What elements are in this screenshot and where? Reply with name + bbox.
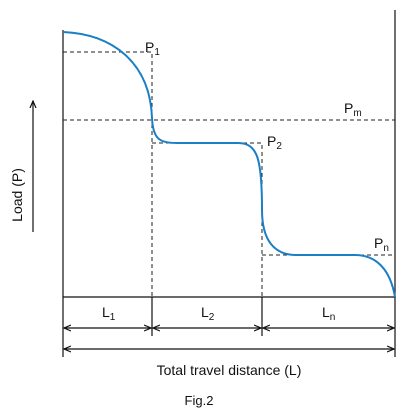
label-pn: Pn — [374, 235, 389, 254]
p1-guide — [63, 51, 153, 297]
label-base: P — [374, 235, 383, 251]
label-p1: P1 — [145, 39, 160, 58]
label-base: L — [322, 304, 330, 320]
y-axis-label: Load (P) — [9, 168, 25, 222]
label-base: P — [344, 100, 353, 116]
label-sub: 1 — [110, 312, 116, 323]
label-l2: L2 — [201, 304, 215, 323]
label-p2: P2 — [267, 133, 282, 152]
label-base: P — [145, 39, 154, 55]
label-l1: L1 — [102, 304, 116, 323]
label-sub: 2 — [276, 141, 282, 152]
p2-guide — [152, 142, 263, 297]
label-sub: 1 — [154, 47, 160, 58]
label-ln: Ln — [322, 304, 335, 323]
label-pm: Pm — [344, 100, 362, 119]
label-base: P — [267, 133, 276, 149]
caption: Fig.2 — [185, 393, 214, 408]
x-axis-label: Total travel distance (L) — [157, 362, 302, 378]
label-base: L — [201, 304, 209, 320]
label-sub: n — [383, 243, 389, 254]
label-sub: 2 — [209, 312, 215, 323]
label-base: L — [102, 304, 110, 320]
label-sub: m — [353, 108, 361, 119]
dimensions — [62, 297, 396, 357]
label-sub: n — [330, 312, 336, 323]
load-curve — [62, 31, 396, 298]
